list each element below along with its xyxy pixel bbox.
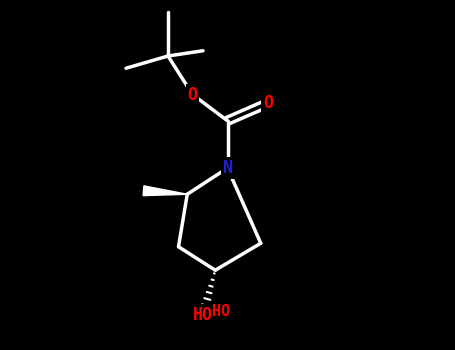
Text: O: O [263,94,273,112]
Text: HO: HO [212,304,230,319]
Polygon shape [143,186,187,196]
Text: N: N [222,159,233,177]
Text: O: O [187,85,197,104]
Text: HO: HO [193,306,213,324]
